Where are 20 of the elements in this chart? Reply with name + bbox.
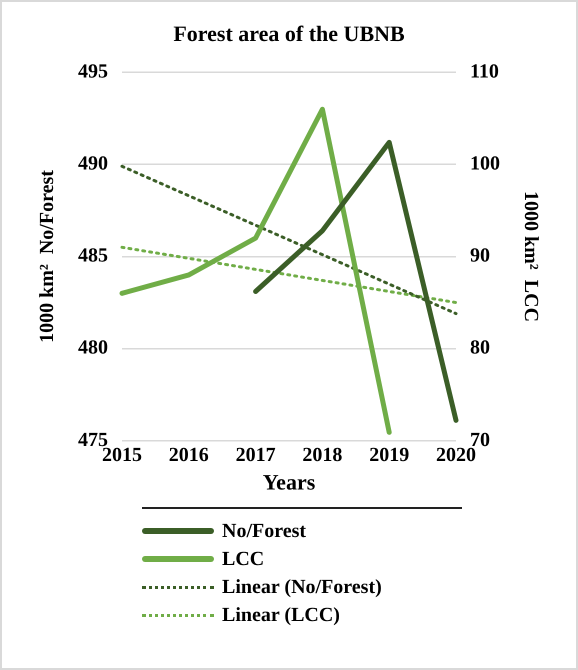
chart-title: Forest area of the UBNB (173, 20, 406, 46)
y2-tick-label: 80 (470, 336, 490, 359)
y2-tick-label: 110 (470, 60, 499, 83)
legend-label: LCC (222, 548, 264, 570)
x-tick-label: 2017 (236, 444, 276, 466)
legend-label: No/Forest (222, 520, 306, 542)
y2-tick-label: 90 (470, 244, 490, 267)
x-axis-title: Years (262, 469, 316, 494)
y2-axis-title: 1000 km² LCC (520, 190, 542, 322)
y-axis-title: 1000 km² No/Forest (36, 170, 58, 343)
y-tick-label: 490 (78, 152, 108, 175)
x-tick-label: 2019 (369, 444, 410, 466)
x-tick-label: 2018 (302, 444, 342, 466)
y2-tick-label: 100 (470, 152, 500, 175)
y-tick-label: 480 (78, 336, 108, 359)
legend-label: Linear (No/Forest) (222, 576, 382, 598)
y-tick-label: 495 (78, 60, 108, 83)
y-tick-label: 485 (78, 244, 108, 267)
x-tick-label: 2016 (168, 444, 209, 466)
legend-label: Linear (LCC) (222, 604, 340, 626)
